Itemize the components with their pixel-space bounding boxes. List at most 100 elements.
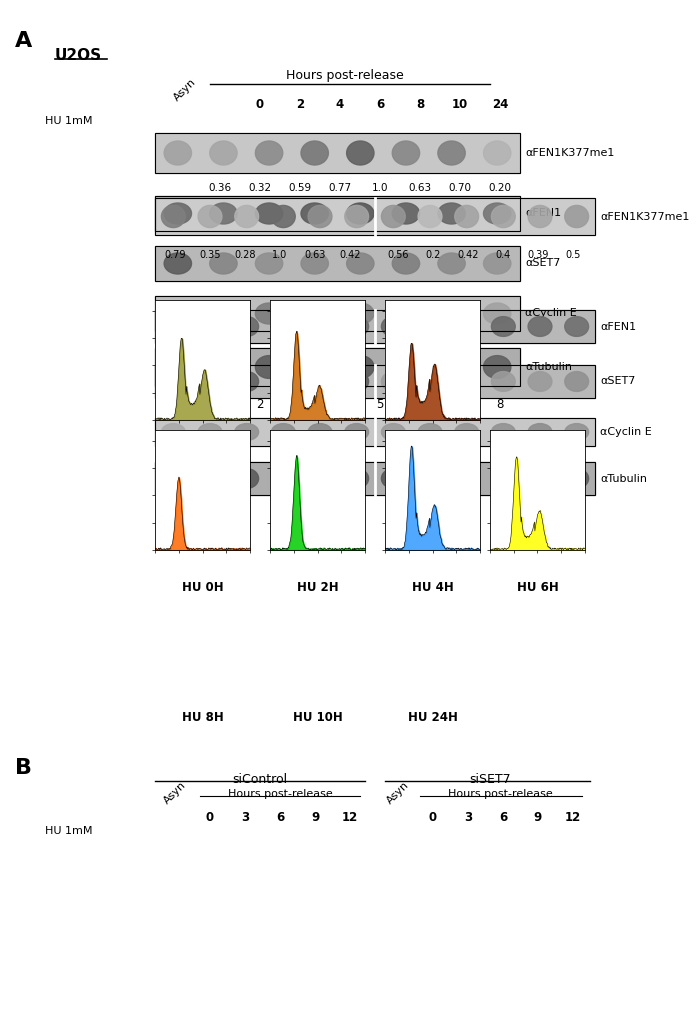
Text: 0.2: 0.2: [426, 250, 441, 260]
Text: αSET7: αSET7: [600, 377, 636, 386]
Ellipse shape: [256, 253, 283, 274]
Ellipse shape: [565, 372, 589, 391]
Bar: [155, 462, 595, 495]
Bar: [155, 296, 520, 331]
Ellipse shape: [210, 356, 237, 378]
Text: 0: 0: [429, 811, 437, 824]
Ellipse shape: [484, 203, 511, 224]
Text: 4: 4: [336, 398, 344, 411]
Ellipse shape: [528, 372, 552, 391]
Ellipse shape: [234, 205, 258, 228]
Ellipse shape: [308, 317, 332, 336]
Ellipse shape: [565, 468, 589, 489]
Ellipse shape: [455, 424, 479, 440]
Text: 10: 10: [496, 505, 510, 518]
Bar: [155, 418, 595, 446]
Text: 6: 6: [416, 398, 424, 411]
Ellipse shape: [234, 468, 258, 489]
Ellipse shape: [438, 141, 466, 165]
Text: 8: 8: [429, 505, 437, 518]
Ellipse shape: [198, 424, 222, 440]
Text: 0: 0: [256, 98, 264, 111]
Ellipse shape: [418, 205, 442, 228]
Text: 8: 8: [496, 398, 504, 411]
Ellipse shape: [392, 203, 419, 224]
Text: 6: 6: [376, 98, 384, 111]
Text: 2: 2: [206, 505, 214, 518]
Ellipse shape: [346, 356, 374, 378]
Ellipse shape: [418, 317, 442, 336]
Ellipse shape: [234, 424, 258, 440]
Ellipse shape: [198, 205, 222, 228]
Text: αFEN1K377me1: αFEN1K377me1: [525, 148, 615, 158]
Bar: [155, 246, 520, 281]
Text: Hours post-release: Hours post-release: [447, 789, 552, 799]
Bar: [155, 296, 520, 331]
Ellipse shape: [301, 253, 328, 274]
Ellipse shape: [455, 372, 479, 391]
Text: HU 1mM: HU 1mM: [45, 116, 92, 126]
Text: αTubulin: αTubulin: [600, 473, 647, 484]
Text: 3: 3: [241, 505, 248, 518]
Ellipse shape: [455, 468, 479, 489]
Ellipse shape: [198, 317, 222, 336]
Ellipse shape: [491, 424, 515, 440]
Text: 0.77: 0.77: [328, 183, 351, 193]
Ellipse shape: [528, 205, 552, 228]
Ellipse shape: [344, 372, 369, 391]
Ellipse shape: [301, 356, 328, 378]
Ellipse shape: [164, 203, 192, 224]
Ellipse shape: [382, 372, 405, 391]
Text: 1: 1: [172, 505, 178, 518]
Bar: [155, 348, 520, 386]
Text: 12: 12: [565, 811, 581, 824]
Text: A: A: [15, 31, 32, 51]
Text: 0.42: 0.42: [457, 250, 479, 260]
Ellipse shape: [344, 317, 369, 336]
Ellipse shape: [344, 424, 369, 440]
Bar: [155, 310, 595, 343]
Ellipse shape: [272, 424, 295, 440]
Text: HU 10H: HU 10H: [293, 711, 342, 724]
Bar: [155, 365, 595, 398]
Ellipse shape: [164, 303, 192, 324]
Ellipse shape: [382, 424, 405, 440]
Text: 1: 1: [216, 398, 224, 411]
Ellipse shape: [308, 372, 332, 391]
Ellipse shape: [346, 141, 374, 165]
Ellipse shape: [491, 317, 515, 336]
Ellipse shape: [344, 468, 369, 489]
Text: 12: 12: [342, 811, 358, 824]
Ellipse shape: [491, 468, 515, 489]
Ellipse shape: [164, 253, 192, 274]
Text: 5: 5: [377, 398, 384, 411]
Text: siSET7: siSET7: [469, 773, 511, 786]
Text: 10: 10: [452, 98, 468, 111]
Text: 0.32: 0.32: [248, 183, 272, 193]
Ellipse shape: [528, 468, 552, 489]
Text: αSET7: αSET7: [525, 258, 561, 268]
Ellipse shape: [418, 372, 442, 391]
Ellipse shape: [272, 317, 295, 336]
Ellipse shape: [301, 203, 328, 224]
Ellipse shape: [256, 203, 283, 224]
Ellipse shape: [308, 468, 332, 489]
Text: 6: 6: [499, 811, 507, 824]
Ellipse shape: [256, 303, 283, 324]
Text: 3: 3: [464, 811, 472, 824]
Ellipse shape: [210, 303, 237, 324]
Text: siControl: siControl: [232, 773, 288, 786]
Text: αCyclin E: αCyclin E: [600, 427, 652, 437]
Ellipse shape: [438, 253, 466, 274]
Text: 24: 24: [492, 98, 508, 111]
Ellipse shape: [392, 303, 419, 324]
Bar: [155, 198, 595, 235]
Ellipse shape: [491, 372, 515, 391]
Bar: [155, 310, 595, 343]
Bar: [155, 418, 595, 446]
Ellipse shape: [565, 317, 589, 336]
Ellipse shape: [418, 468, 442, 489]
Ellipse shape: [234, 372, 258, 391]
Text: HU 0H: HU 0H: [182, 581, 223, 594]
Text: αTubulin: αTubulin: [525, 362, 572, 372]
